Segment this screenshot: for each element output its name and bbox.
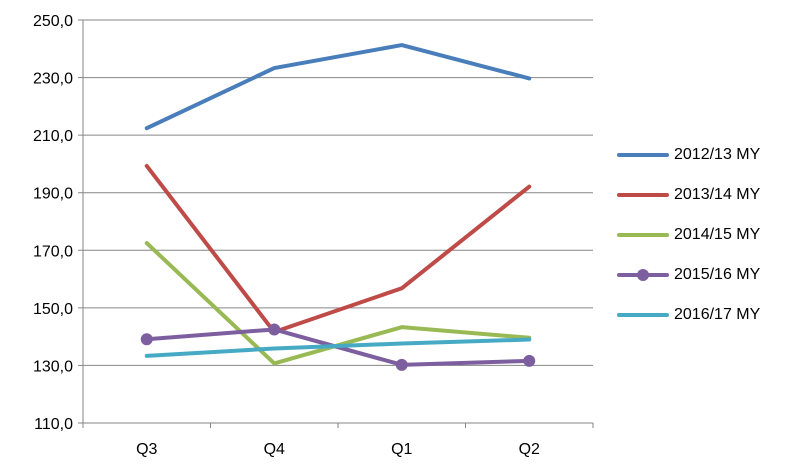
x-tick-label: Q3 (136, 441, 157, 458)
series-line (144, 163, 532, 335)
legend-label: 2013/14 MY (674, 186, 761, 203)
data-point (523, 354, 536, 367)
legend-swatch (617, 193, 669, 197)
legend-item: 2015/16 MY (617, 265, 787, 305)
legend-label: 2012/13 MY (674, 146, 761, 163)
y-tick-label: 230,0 (33, 71, 73, 88)
data-point (140, 333, 153, 346)
y-tick-label: 170,0 (33, 243, 73, 260)
legend-item: 2014/15 MY (617, 225, 787, 265)
series-line (144, 43, 532, 131)
legend-label: 2016/17 MY (674, 306, 761, 323)
legend-item: 2016/17 MY (617, 305, 787, 345)
legend-item: 2013/14 MY (617, 185, 787, 225)
legend-item: 2012/13 MY (617, 145, 787, 185)
legend-label: 2015/16 MY (674, 266, 761, 283)
data-point (268, 323, 281, 336)
legend-swatch (617, 269, 669, 281)
y-tick-label: 150,0 (33, 301, 73, 318)
series-line (144, 337, 532, 358)
x-tick-label: Q1 (391, 441, 412, 458)
y-tick-label: 250,0 (33, 13, 73, 30)
x-tick-label: Q2 (519, 441, 540, 458)
legend: 2012/13 MY 2013/14 MY 2014/15 MY 2015/16… (617, 145, 787, 345)
data-point (395, 358, 408, 371)
x-tick-label: Q4 (264, 441, 285, 458)
legend-swatch (617, 233, 669, 237)
legend-label: 2014/15 MY (674, 226, 761, 243)
legend-marker (637, 269, 649, 281)
y-tick-label: 210,0 (33, 128, 73, 145)
y-tick-label: 110,0 (34, 416, 73, 433)
legend-swatch (617, 313, 669, 317)
y-tick-label: 190,0 (33, 186, 73, 203)
y-tick-label: 130,0 (33, 358, 73, 375)
legend-swatch (617, 153, 669, 157)
